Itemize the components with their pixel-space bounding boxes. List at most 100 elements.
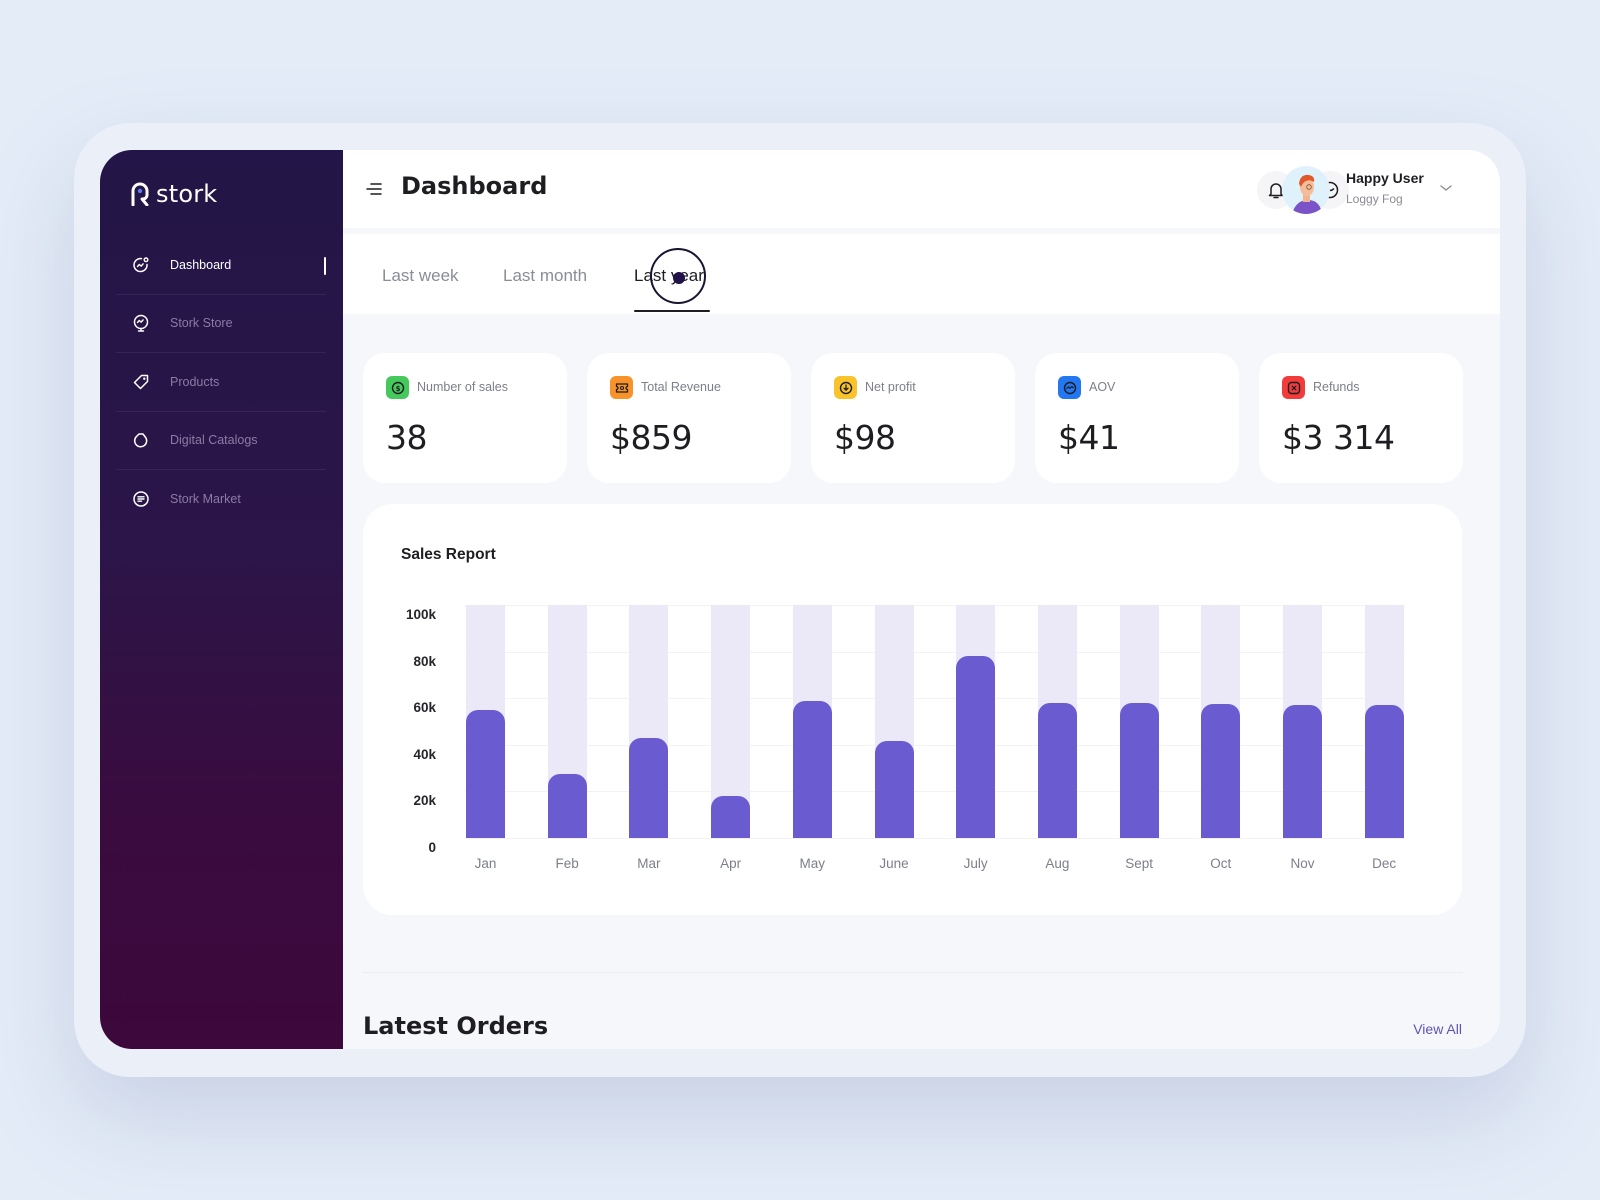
x-axis-tick: Feb — [555, 856, 579, 871]
close-square-icon — [1282, 376, 1305, 399]
chart-title: Sales Report — [401, 546, 496, 563]
bar-value — [629, 737, 669, 838]
active-indicator — [324, 257, 326, 275]
stat-card-net-profit[interactable]: Net profit $98 — [811, 353, 1015, 483]
x-axis-tick: Apr — [720, 856, 742, 871]
bar-value — [1119, 702, 1159, 838]
stat-label: Number of sales — [417, 380, 509, 394]
x-axis-tick: May — [799, 856, 826, 871]
gridline — [465, 605, 1405, 606]
x-axis-tick: June — [879, 856, 909, 871]
bar-value — [1283, 705, 1322, 838]
user-subtitle: Loggy Fog — [1346, 192, 1403, 206]
stat-label: Total Revenue — [641, 380, 721, 394]
x-axis-tick: Jan — [474, 856, 497, 871]
chart-face-icon — [132, 256, 150, 274]
tab-last-year[interactable]: Last year — [634, 266, 704, 285]
sidebar-item-stork-market[interactable]: Stork Market — [116, 470, 326, 529]
bar-jan[interactable] — [466, 605, 505, 838]
section-divider — [363, 972, 1463, 973]
dollar-coin-icon: $ — [386, 376, 409, 399]
gridline — [465, 651, 1405, 653]
y-axis-tick: 40k — [413, 746, 436, 762]
tab-last-month[interactable]: Last month — [503, 266, 588, 285]
view-all-link[interactable]: View All — [1413, 1021, 1462, 1037]
sidebar-item-label: Stork Store — [170, 316, 233, 331]
gridline — [465, 698, 1405, 700]
bar-value — [792, 700, 832, 838]
sidebar-nav: Dashboard Stork Store Products Digital — [116, 236, 326, 529]
bar-may[interactable] — [792, 605, 832, 838]
y-axis-tick: 60k — [413, 700, 436, 716]
user-menu-button[interactable] — [1438, 180, 1454, 196]
sidebar-item-label: Dashboard — [170, 257, 232, 272]
tag-icon — [132, 373, 150, 391]
x-axis-tick: Mar — [637, 856, 661, 871]
avatar[interactable] — [1282, 166, 1330, 214]
list-circle-icon — [132, 490, 150, 508]
gridline — [465, 838, 1405, 839]
bar-nov[interactable] — [1283, 605, 1322, 838]
bar-value — [1037, 702, 1077, 838]
y-axis-tick: 20k — [413, 793, 436, 809]
stat-label: Refunds — [1313, 380, 1360, 394]
gridline — [465, 791, 1405, 793]
stat-cards: $ Number of sales 38 Total Revenue $859 … — [363, 353, 1463, 483]
sidebar-item-products[interactable]: Products — [116, 353, 326, 412]
bar-apr[interactable] — [711, 605, 751, 838]
x-axis-tick: Dec — [1372, 856, 1397, 871]
bar-value — [874, 741, 914, 838]
monitor-chart-icon — [132, 314, 150, 332]
stat-value: $98 — [834, 418, 896, 457]
stat-value: $3 314 — [1282, 418, 1395, 457]
gridline — [465, 744, 1405, 746]
stat-value: $859 — [610, 418, 692, 457]
bar-aug[interactable] — [1037, 605, 1077, 838]
y-axis-tick: 0 — [428, 840, 436, 855]
ticket-icon — [610, 376, 633, 399]
menu-icon — [366, 183, 382, 195]
stat-value: 38 — [386, 418, 428, 457]
y-axis-tick: 80k — [413, 653, 436, 669]
sidebar: stork Dashboard Stork Store Produc — [100, 150, 343, 1049]
sidebar-item-digital-catalogs[interactable]: Digital Catalogs — [116, 412, 326, 470]
pulse-circle-icon — [1058, 376, 1081, 399]
stat-value: $41 — [1058, 418, 1120, 457]
stat-card-refunds[interactable]: Refunds $3 314 — [1259, 353, 1463, 483]
x-axis-tick: Aug — [1045, 856, 1070, 871]
top-bar: Dashboard Happy User Loggy Fog — [343, 150, 1500, 228]
download-circle-icon — [834, 376, 857, 399]
bar-mar[interactable] — [629, 605, 669, 838]
bar-oct[interactable] — [1201, 605, 1241, 838]
sidebar-item-stork-store[interactable]: Stork Store — [116, 295, 326, 353]
svg-text:$: $ — [395, 385, 400, 393]
bar-value — [1201, 704, 1241, 838]
latest-orders-title: Latest Orders — [363, 1012, 549, 1040]
bar-value — [956, 656, 996, 838]
y-axis-tick: 100k — [405, 607, 436, 622]
catalog-icon — [132, 431, 150, 449]
sidebar-item-dashboard[interactable]: Dashboard — [116, 236, 326, 295]
x-axis-tick: Sept — [1125, 856, 1153, 871]
menu-toggle-button[interactable] — [365, 180, 383, 198]
bar-june[interactable] — [874, 605, 914, 838]
logo[interactable]: stork — [130, 180, 217, 208]
bar-value — [466, 709, 505, 838]
tab-last-week[interactable]: Last week — [382, 266, 459, 285]
stat-label: AOV — [1089, 380, 1116, 394]
bar-dec[interactable] — [1364, 605, 1404, 838]
x-axis-tick: July — [963, 856, 988, 871]
bar-july[interactable] — [956, 605, 996, 838]
stat-card-sales[interactable]: $ Number of sales 38 — [363, 353, 567, 483]
bar-feb[interactable] — [547, 605, 587, 838]
stat-label: Net profit — [865, 380, 916, 394]
app-window: stork Dashboard Stork Store Produc — [100, 150, 1500, 1049]
chevron-down-icon — [1440, 185, 1452, 191]
x-axis-tick: Nov — [1290, 856, 1315, 871]
user-name: Happy User — [1346, 170, 1424, 186]
bar-value — [547, 773, 587, 838]
stat-card-revenue[interactable]: Total Revenue $859 — [587, 353, 791, 483]
app-name: stork — [156, 180, 218, 208]
stat-card-aov[interactable]: AOV $41 — [1035, 353, 1239, 483]
bar-sept[interactable] — [1119, 605, 1159, 838]
